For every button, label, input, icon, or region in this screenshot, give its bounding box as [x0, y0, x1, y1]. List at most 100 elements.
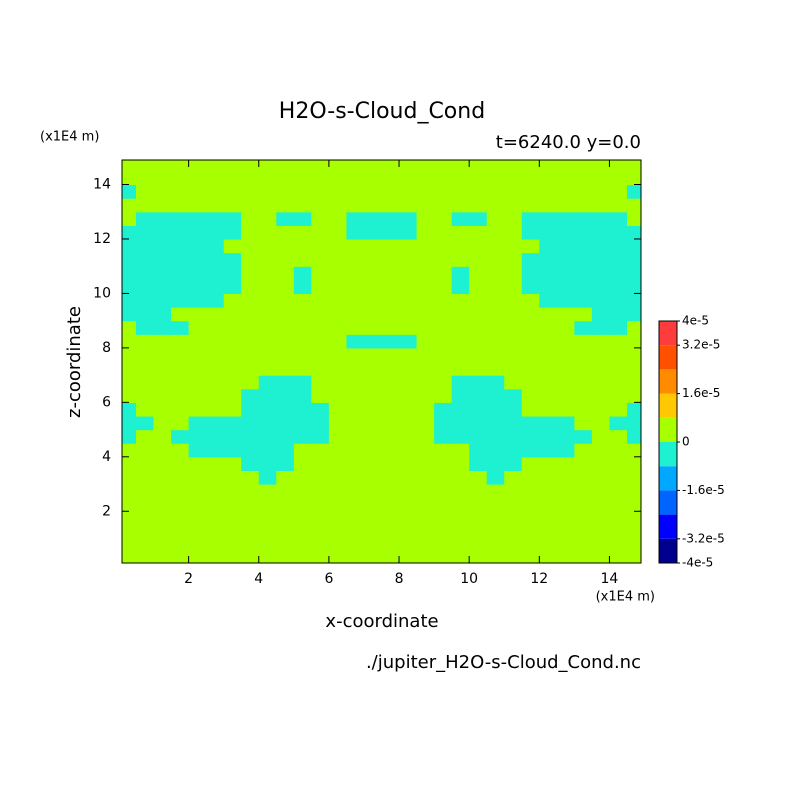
cell	[276, 225, 295, 240]
cell	[293, 252, 312, 267]
cell	[416, 388, 435, 403]
cell	[381, 293, 400, 308]
cell	[469, 443, 488, 458]
cell	[293, 375, 312, 390]
cell	[521, 415, 540, 431]
cell	[363, 456, 383, 472]
cell	[591, 307, 611, 322]
cell	[241, 429, 260, 444]
cell	[469, 375, 488, 390]
cell	[363, 511, 383, 526]
cell	[153, 307, 172, 322]
cell	[539, 415, 558, 431]
cell	[434, 402, 453, 417]
cell	[521, 402, 540, 417]
cell	[486, 184, 505, 199]
cell	[399, 524, 418, 540]
cell	[381, 511, 400, 526]
cell	[258, 524, 277, 540]
cell	[206, 266, 225, 281]
cell	[521, 361, 540, 376]
cell	[188, 497, 207, 512]
cell	[136, 497, 155, 512]
cell	[171, 511, 190, 526]
cell	[416, 361, 435, 376]
cell	[188, 266, 207, 281]
cell	[328, 456, 348, 472]
cell	[276, 198, 295, 213]
cell	[521, 347, 540, 363]
cell	[346, 524, 365, 540]
cell	[609, 198, 628, 213]
cell	[122, 484, 137, 499]
cell	[276, 347, 295, 363]
cell	[122, 293, 137, 308]
cell	[434, 497, 453, 512]
cell	[122, 225, 137, 240]
cell	[574, 170, 593, 186]
cell	[591, 170, 611, 186]
cell	[381, 538, 400, 553]
cell	[469, 415, 488, 431]
cell	[521, 307, 540, 322]
cell	[574, 415, 593, 431]
cell	[293, 170, 312, 186]
cell	[626, 238, 641, 254]
cell	[171, 293, 190, 308]
cell	[206, 443, 225, 458]
cell	[346, 266, 365, 281]
cell	[293, 484, 312, 499]
cell	[539, 456, 558, 472]
cell	[556, 211, 575, 226]
cell	[136, 361, 155, 376]
cell	[626, 552, 641, 563]
cell	[206, 402, 225, 417]
cell	[258, 266, 277, 281]
cell	[609, 320, 628, 335]
cell	[539, 524, 558, 540]
cell	[363, 225, 383, 240]
cell	[591, 497, 611, 512]
cell	[153, 320, 172, 335]
cell	[206, 456, 225, 472]
cell	[153, 225, 172, 240]
cell	[153, 538, 172, 553]
cell	[521, 429, 540, 444]
cell	[311, 415, 330, 431]
cell	[626, 524, 641, 540]
y-tick-label: 12	[93, 231, 111, 247]
cell	[539, 320, 558, 335]
cell	[311, 198, 330, 213]
cell	[521, 266, 540, 281]
cell	[328, 307, 348, 322]
cell	[258, 347, 277, 363]
x-tick-label: 6	[324, 571, 333, 587]
cell	[486, 456, 505, 472]
cell	[539, 470, 558, 485]
cell	[122, 238, 137, 254]
cell	[504, 443, 523, 458]
cell	[504, 538, 523, 553]
cell	[328, 361, 348, 376]
cell	[469, 524, 488, 540]
cell	[223, 266, 242, 281]
cell	[416, 443, 435, 458]
cell	[591, 266, 611, 281]
cell	[399, 293, 418, 308]
cell	[136, 238, 155, 254]
cell	[574, 307, 593, 322]
cell	[346, 456, 365, 472]
cell	[188, 252, 207, 267]
cell	[122, 198, 137, 213]
cell	[346, 307, 365, 322]
cell	[328, 160, 348, 172]
cell	[469, 170, 488, 186]
cell	[556, 388, 575, 403]
cell	[258, 456, 277, 472]
cell	[258, 443, 277, 458]
cell	[136, 266, 155, 281]
cell	[451, 279, 470, 295]
cell	[504, 320, 523, 335]
cell	[171, 266, 190, 281]
cell	[223, 211, 242, 226]
